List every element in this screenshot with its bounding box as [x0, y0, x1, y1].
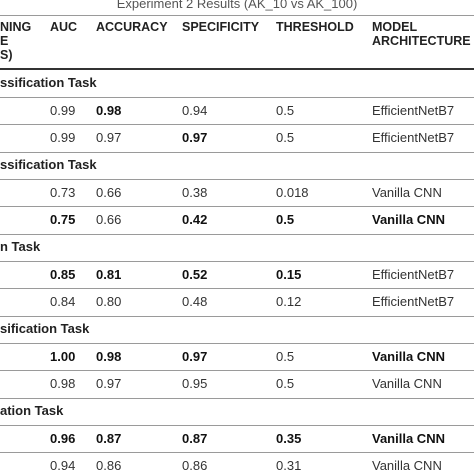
- header-threshold: THRESHOLD: [276, 20, 354, 34]
- cell-specificity: 0.95: [182, 376, 208, 391]
- cell-model: Vanilla CNN: [372, 458, 442, 473]
- cell-threshold: 0.12: [276, 294, 302, 309]
- cell-model: EfficientNetB7: [372, 103, 455, 118]
- cell-model: Vanilla CNN: [372, 212, 445, 227]
- row-divider: [0, 97, 474, 98]
- cell-specificity: 0.97: [182, 349, 208, 364]
- cell-accuracy: 0.80: [96, 294, 122, 309]
- cell-model: Vanilla CNN: [372, 349, 445, 364]
- cell-accuracy: 0.87: [96, 431, 122, 446]
- section-title: n Task: [0, 239, 41, 254]
- caption-rule: [0, 15, 474, 16]
- row-divider: [0, 234, 474, 235]
- cell-specificity: 0.97: [182, 130, 208, 145]
- cell-accuracy: 0.86: [96, 458, 122, 473]
- cell-model: EfficientNetB7: [372, 294, 455, 309]
- cell-accuracy: 0.98: [96, 349, 122, 364]
- cell-accuracy: 0.97: [96, 376, 122, 391]
- row-divider: [0, 206, 474, 207]
- cell-auc: 0.96: [50, 431, 76, 446]
- row-divider: [0, 152, 474, 153]
- cell-specificity: 0.52: [182, 267, 208, 282]
- section-title: ation Task: [0, 403, 64, 418]
- cell-accuracy: 0.97: [96, 130, 122, 145]
- cell-model: EfficientNetB7: [372, 267, 455, 282]
- cell-threshold: 0.5: [276, 349, 295, 364]
- cell-auc: 0.94: [50, 458, 76, 473]
- cell-threshold: 0.5: [276, 130, 295, 145]
- cell-model: Vanilla CNN: [372, 185, 442, 200]
- section-title: ssification Task: [0, 75, 97, 90]
- cell-auc: 0.98: [50, 376, 76, 391]
- table-caption: Experiment 2 Results (AK_10 vs AK_100): [116, 0, 358, 11]
- cell-accuracy: 0.66: [96, 185, 122, 200]
- section-title: sification Task: [0, 321, 90, 336]
- cell-auc: 1.00: [50, 349, 76, 364]
- cell-auc: 0.84: [50, 294, 76, 309]
- row-divider: [0, 398, 474, 399]
- cell-threshold: 0.5: [276, 376, 295, 391]
- cell-auc: 0.99: [50, 130, 76, 145]
- row-divider: [0, 316, 474, 317]
- cell-specificity: 0.48: [182, 294, 208, 309]
- cell-auc: 0.99: [50, 103, 76, 118]
- cell-model: Vanilla CNN: [372, 431, 445, 446]
- cell-accuracy: 0.66: [96, 212, 122, 227]
- cell-auc: 0.73: [50, 185, 76, 200]
- row-divider: [0, 288, 474, 289]
- header-accuracy: ACCURACY: [96, 20, 168, 34]
- cell-accuracy: 0.98: [96, 103, 122, 118]
- cell-model: Vanilla CNN: [372, 376, 442, 391]
- row-divider: [0, 343, 474, 344]
- cell-auc: 0.85: [50, 267, 76, 282]
- cell-threshold: 0.5: [276, 103, 295, 118]
- cell-threshold: 0.15: [276, 267, 302, 282]
- cell-threshold: 0.018: [276, 185, 309, 200]
- cell-specificity: 0.87: [182, 431, 208, 446]
- header-model: MODEL ARCHITECTURE: [372, 20, 471, 48]
- cell-specificity: 0.38: [182, 185, 208, 200]
- cell-auc: 0.75: [50, 212, 76, 227]
- cell-model: EfficientNetB7: [372, 130, 455, 145]
- cell-specificity: 0.86: [182, 458, 208, 473]
- header-auc: AUC: [50, 20, 78, 34]
- header-specificity: SPECIFICITY: [182, 20, 260, 34]
- cell-specificity: 0.42: [182, 212, 208, 227]
- section-title: ssification Task: [0, 157, 97, 172]
- row-divider: [0, 179, 474, 180]
- header-rule: [0, 68, 474, 70]
- row-divider: [0, 425, 474, 426]
- row-divider: [0, 124, 474, 125]
- row-divider: [0, 370, 474, 371]
- header-training: NING E S): [0, 20, 32, 62]
- cell-threshold: 0.31: [276, 458, 302, 473]
- cell-threshold: 0.35: [276, 431, 302, 446]
- cell-specificity: 0.94: [182, 103, 208, 118]
- cell-accuracy: 0.81: [96, 267, 122, 282]
- cell-threshold: 0.5: [276, 212, 295, 227]
- row-divider: [0, 452, 474, 453]
- row-divider: [0, 261, 474, 262]
